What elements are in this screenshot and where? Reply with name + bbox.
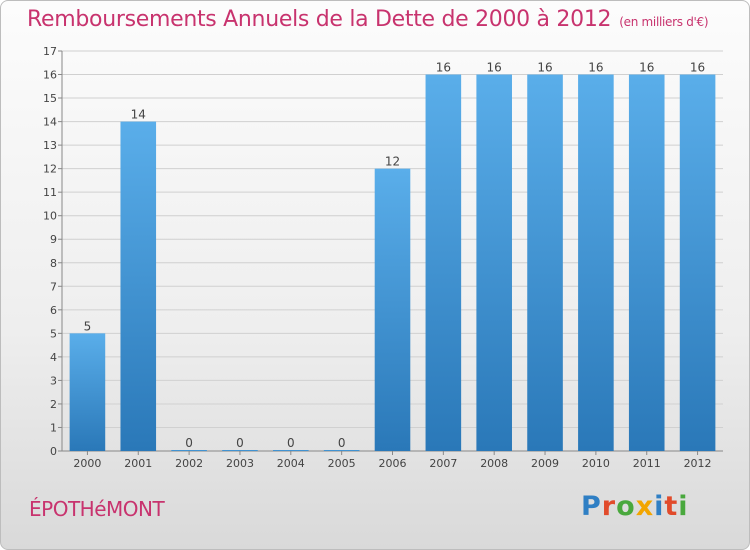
chart-title-text: Remboursements Annuels de la Dette de 20… bbox=[27, 7, 612, 32]
commune-name: ÉPOTHéMONT bbox=[29, 497, 165, 521]
x-tick-label-2007: 2007 bbox=[429, 457, 457, 470]
value-label-2003: 0 bbox=[236, 436, 244, 450]
y-tick-label: 12 bbox=[43, 163, 57, 176]
value-label-2012: 16 bbox=[690, 61, 705, 75]
y-tick-label: 10 bbox=[43, 210, 57, 223]
x-tick-label-2010: 2010 bbox=[582, 457, 610, 470]
bar-2002 bbox=[171, 450, 207, 451]
bar-2008 bbox=[476, 74, 512, 451]
value-label-2004: 0 bbox=[287, 436, 295, 450]
bar-2011 bbox=[628, 74, 665, 451]
x-tick-label-2008: 2008 bbox=[480, 457, 508, 470]
bar-2010 bbox=[578, 74, 614, 451]
bar-2006 bbox=[374, 168, 411, 451]
x-tick-label-2001: 2001 bbox=[124, 457, 152, 470]
y-tick-label: 16 bbox=[43, 69, 57, 82]
value-label-2000: 5 bbox=[84, 319, 92, 333]
value-label-2011: 16 bbox=[639, 61, 654, 75]
x-tick-label-2000: 2000 bbox=[73, 457, 101, 470]
logo-letter: t bbox=[664, 491, 679, 522]
x-tick-label-2012: 2012 bbox=[684, 457, 712, 470]
y-tick-label: 5 bbox=[50, 327, 57, 340]
x-tick-label-2005: 2005 bbox=[328, 457, 356, 470]
x-tick-label-2004: 2004 bbox=[277, 457, 305, 470]
logo-letter: i bbox=[678, 491, 689, 522]
y-tick-label: 13 bbox=[43, 139, 57, 152]
y-tick-label: 17 bbox=[43, 45, 57, 58]
logo-letter: o bbox=[616, 491, 636, 522]
x-tick-label-2002: 2002 bbox=[175, 457, 203, 470]
logo-letter: i bbox=[654, 491, 665, 522]
x-tick-label-2011: 2011 bbox=[633, 457, 661, 470]
logo-letter: x bbox=[635, 491, 655, 522]
value-label-2002: 0 bbox=[185, 436, 193, 450]
y-tick-label: 6 bbox=[50, 304, 57, 317]
value-label-2001: 14 bbox=[131, 108, 146, 122]
bar-2000 bbox=[69, 333, 106, 451]
y-tick-label: 8 bbox=[50, 257, 57, 270]
bar-2009 bbox=[527, 74, 563, 451]
value-label-2006: 12 bbox=[385, 155, 400, 169]
bar-2007 bbox=[425, 74, 462, 451]
y-tick-label: 11 bbox=[43, 186, 57, 199]
y-tick-label: 14 bbox=[43, 116, 57, 129]
chart-unit: (en milliers d'€) bbox=[619, 15, 709, 29]
value-label-2008: 16 bbox=[487, 61, 502, 75]
y-tick-label: 3 bbox=[50, 374, 57, 387]
bar-2001 bbox=[120, 121, 157, 452]
y-tick-label: 0 bbox=[50, 445, 57, 458]
chart-title: Remboursements Annuels de la Dette de 20… bbox=[27, 7, 709, 32]
logo-letter: P bbox=[581, 491, 602, 522]
value-label-2005: 0 bbox=[338, 436, 346, 450]
bar-2012 bbox=[679, 74, 716, 451]
value-label-2010: 16 bbox=[588, 61, 603, 75]
bar-2005 bbox=[323, 450, 360, 451]
x-tick-label-2003: 2003 bbox=[226, 457, 254, 470]
y-tick-label: 1 bbox=[50, 421, 57, 434]
proxiti-logo: Proxiti bbox=[581, 491, 689, 522]
y-tick-label: 7 bbox=[50, 280, 57, 293]
y-tick-label: 2 bbox=[50, 398, 57, 411]
bar-2003 bbox=[222, 450, 258, 451]
value-label-2007: 16 bbox=[436, 61, 451, 75]
y-tick-label: 15 bbox=[43, 92, 57, 105]
y-tick-label: 4 bbox=[50, 351, 57, 364]
bar-2004 bbox=[273, 450, 309, 451]
value-label-2009: 16 bbox=[537, 61, 552, 75]
x-tick-label-2006: 2006 bbox=[379, 457, 407, 470]
logo-letter: r bbox=[601, 491, 617, 522]
x-tick-label-2009: 2009 bbox=[531, 457, 559, 470]
y-tick-label: 9 bbox=[50, 233, 57, 246]
